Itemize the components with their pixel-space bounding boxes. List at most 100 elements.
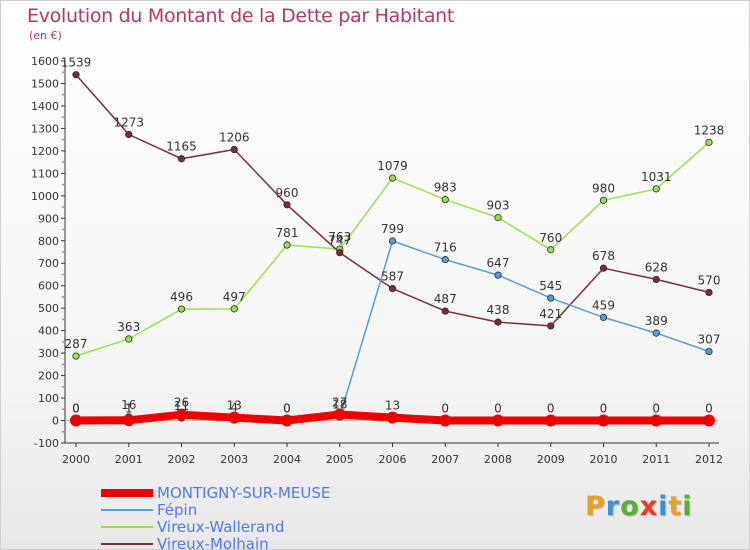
x-tick-label: 2011 (642, 453, 670, 466)
y-tick-label: 600 (38, 280, 59, 293)
legend-swatch (101, 489, 153, 497)
data-point-montigny-sur-meuse (122, 414, 135, 427)
data-point-f-pin (652, 329, 660, 337)
data-point-f-pin (388, 237, 397, 245)
data-point-vireux-wallerand (72, 352, 80, 360)
data-label-vireux-molhain: 421 (539, 307, 562, 321)
x-tick-label: 2012 (695, 453, 723, 466)
data-label-vireux-wallerand: 363 (117, 320, 140, 334)
data-label-vireux-wallerand: 980 (592, 181, 615, 195)
data-label-vireux-wallerand: 1079 (377, 159, 408, 173)
y-minor-tick (62, 161, 64, 164)
data-label-vireux-wallerand: 983 (434, 181, 457, 195)
data-point-vireux-wallerand (599, 196, 608, 204)
data-label-f-pin: 16 (121, 398, 136, 412)
y-minor-tick (62, 183, 64, 186)
data-label-vireux-molhain: 628 (645, 260, 668, 274)
data-label-vireux-wallerand: 1031 (641, 170, 672, 184)
y-minor-tick (62, 116, 64, 119)
y-tick-label: -100 (34, 437, 59, 450)
y-minor-tick (62, 430, 64, 433)
data-label-vireux-molhain: 678 (592, 249, 615, 263)
data-label-vireux-wallerand: 763 (328, 230, 351, 244)
data-label-vireux-molhain: 1165 (166, 140, 197, 154)
y-minor-tick (62, 71, 64, 74)
y-tick-label: 1500 (31, 77, 59, 90)
y-tick-label: 1600 (31, 55, 59, 68)
data-label-vireux-molhain: 1206 (219, 131, 250, 145)
data-label-vireux-molhain: 1273 (113, 115, 144, 129)
logo-letter: i (682, 491, 693, 522)
data-point-montigny-sur-meuse (386, 411, 399, 424)
data-label-f-pin: 799 (381, 222, 404, 236)
legend-swatch (101, 509, 153, 511)
data-label-montigny-sur-meuse: 0 (600, 402, 608, 416)
data-label-f-pin: 4 (230, 401, 238, 415)
data-label-vireux-molhain: 487 (434, 292, 457, 306)
data-point-montigny-sur-meuse (703, 414, 715, 427)
data-label-montigny-sur-meuse: 13 (227, 399, 242, 413)
data-label-montigny-sur-meuse: 0 (547, 402, 555, 416)
data-point-vireux-molhain (72, 71, 80, 79)
series-line-f-pin (75, 240, 710, 422)
data-point-f-pin (705, 347, 713, 356)
x-tick-label: 2005 (326, 453, 354, 466)
data-label-f-pin: 0 (72, 402, 80, 416)
x-tick-label: 2007 (431, 453, 459, 466)
logo-letter: x (639, 491, 659, 522)
x-tick-label: 2010 (590, 453, 618, 466)
data-label-vireux-molhain: 747 (328, 234, 351, 248)
data-label-montigny-sur-meuse: 27 (332, 395, 347, 409)
data-point-montigny-sur-meuse (597, 414, 610, 427)
x-tick-label: 2003 (220, 453, 248, 466)
data-point-vireux-wallerand (177, 305, 186, 313)
data-point-vireux-wallerand (230, 305, 238, 313)
data-label-f-pin: 459 (592, 298, 615, 312)
data-label-vireux-wallerand: 903 (487, 199, 510, 213)
y-minor-tick (62, 206, 64, 208)
data-point-vireux-wallerand (441, 196, 449, 204)
y-tick-label: 700 (38, 257, 59, 270)
data-point-vireux-molhain (230, 145, 238, 154)
data-point-vireux-molhain (705, 288, 713, 297)
proxiti-logo: Proxiti (585, 491, 693, 522)
data-point-vireux-molhain (177, 155, 186, 163)
legend-label: MONTIGNY-SUR-MEUSE (157, 484, 331, 502)
data-label-vireux-molhain: 570 (698, 273, 721, 287)
data-point-montigny-sur-meuse (70, 414, 82, 427)
x-tick-label: 2001 (115, 453, 143, 466)
y-minor-tick (62, 340, 64, 343)
data-label-montigny-sur-meuse: 26 (174, 396, 189, 410)
data-point-vireux-wallerand (494, 214, 502, 222)
chart-title: Evolution du Montant de la Dette par Hab… (27, 5, 455, 27)
y-minor-tick (62, 273, 64, 276)
data-point-vireux-wallerand (283, 241, 291, 249)
data-point-vireux-wallerand (652, 185, 660, 193)
legend-label: Vireux-Molhain (157, 535, 269, 550)
data-label-montigny-sur-meuse: 0 (283, 402, 291, 416)
data-point-vireux-molhain (599, 264, 608, 272)
x-tick-label: 2000 (62, 453, 90, 466)
data-point-vireux-molhain (125, 130, 133, 139)
data-point-montigny-sur-meuse (492, 414, 504, 427)
y-tick-label: 1100 (31, 167, 59, 180)
data-point-vireux-molhain (652, 275, 660, 284)
data-label-f-pin: 716 (434, 241, 457, 255)
data-point-vireux-molhain (388, 285, 397, 293)
logo-letter: P (585, 491, 606, 522)
data-point-f-pin (547, 294, 555, 302)
data-label-vireux-wallerand: 497 (223, 290, 246, 304)
data-point-f-pin (441, 256, 449, 264)
data-point-vireux-wallerand (547, 246, 555, 254)
y-minor-tick (62, 296, 64, 298)
y-minor-tick (62, 251, 64, 253)
data-point-montigny-sur-meuse (544, 414, 557, 427)
data-label-f-pin: 545 (539, 279, 562, 293)
data-point-montigny-sur-meuse (281, 414, 293, 427)
y-minor-tick (62, 93, 64, 96)
data-point-f-pin (494, 271, 502, 279)
data-point-montigny-sur-meuse (175, 408, 188, 421)
y-minor-tick (62, 363, 64, 366)
